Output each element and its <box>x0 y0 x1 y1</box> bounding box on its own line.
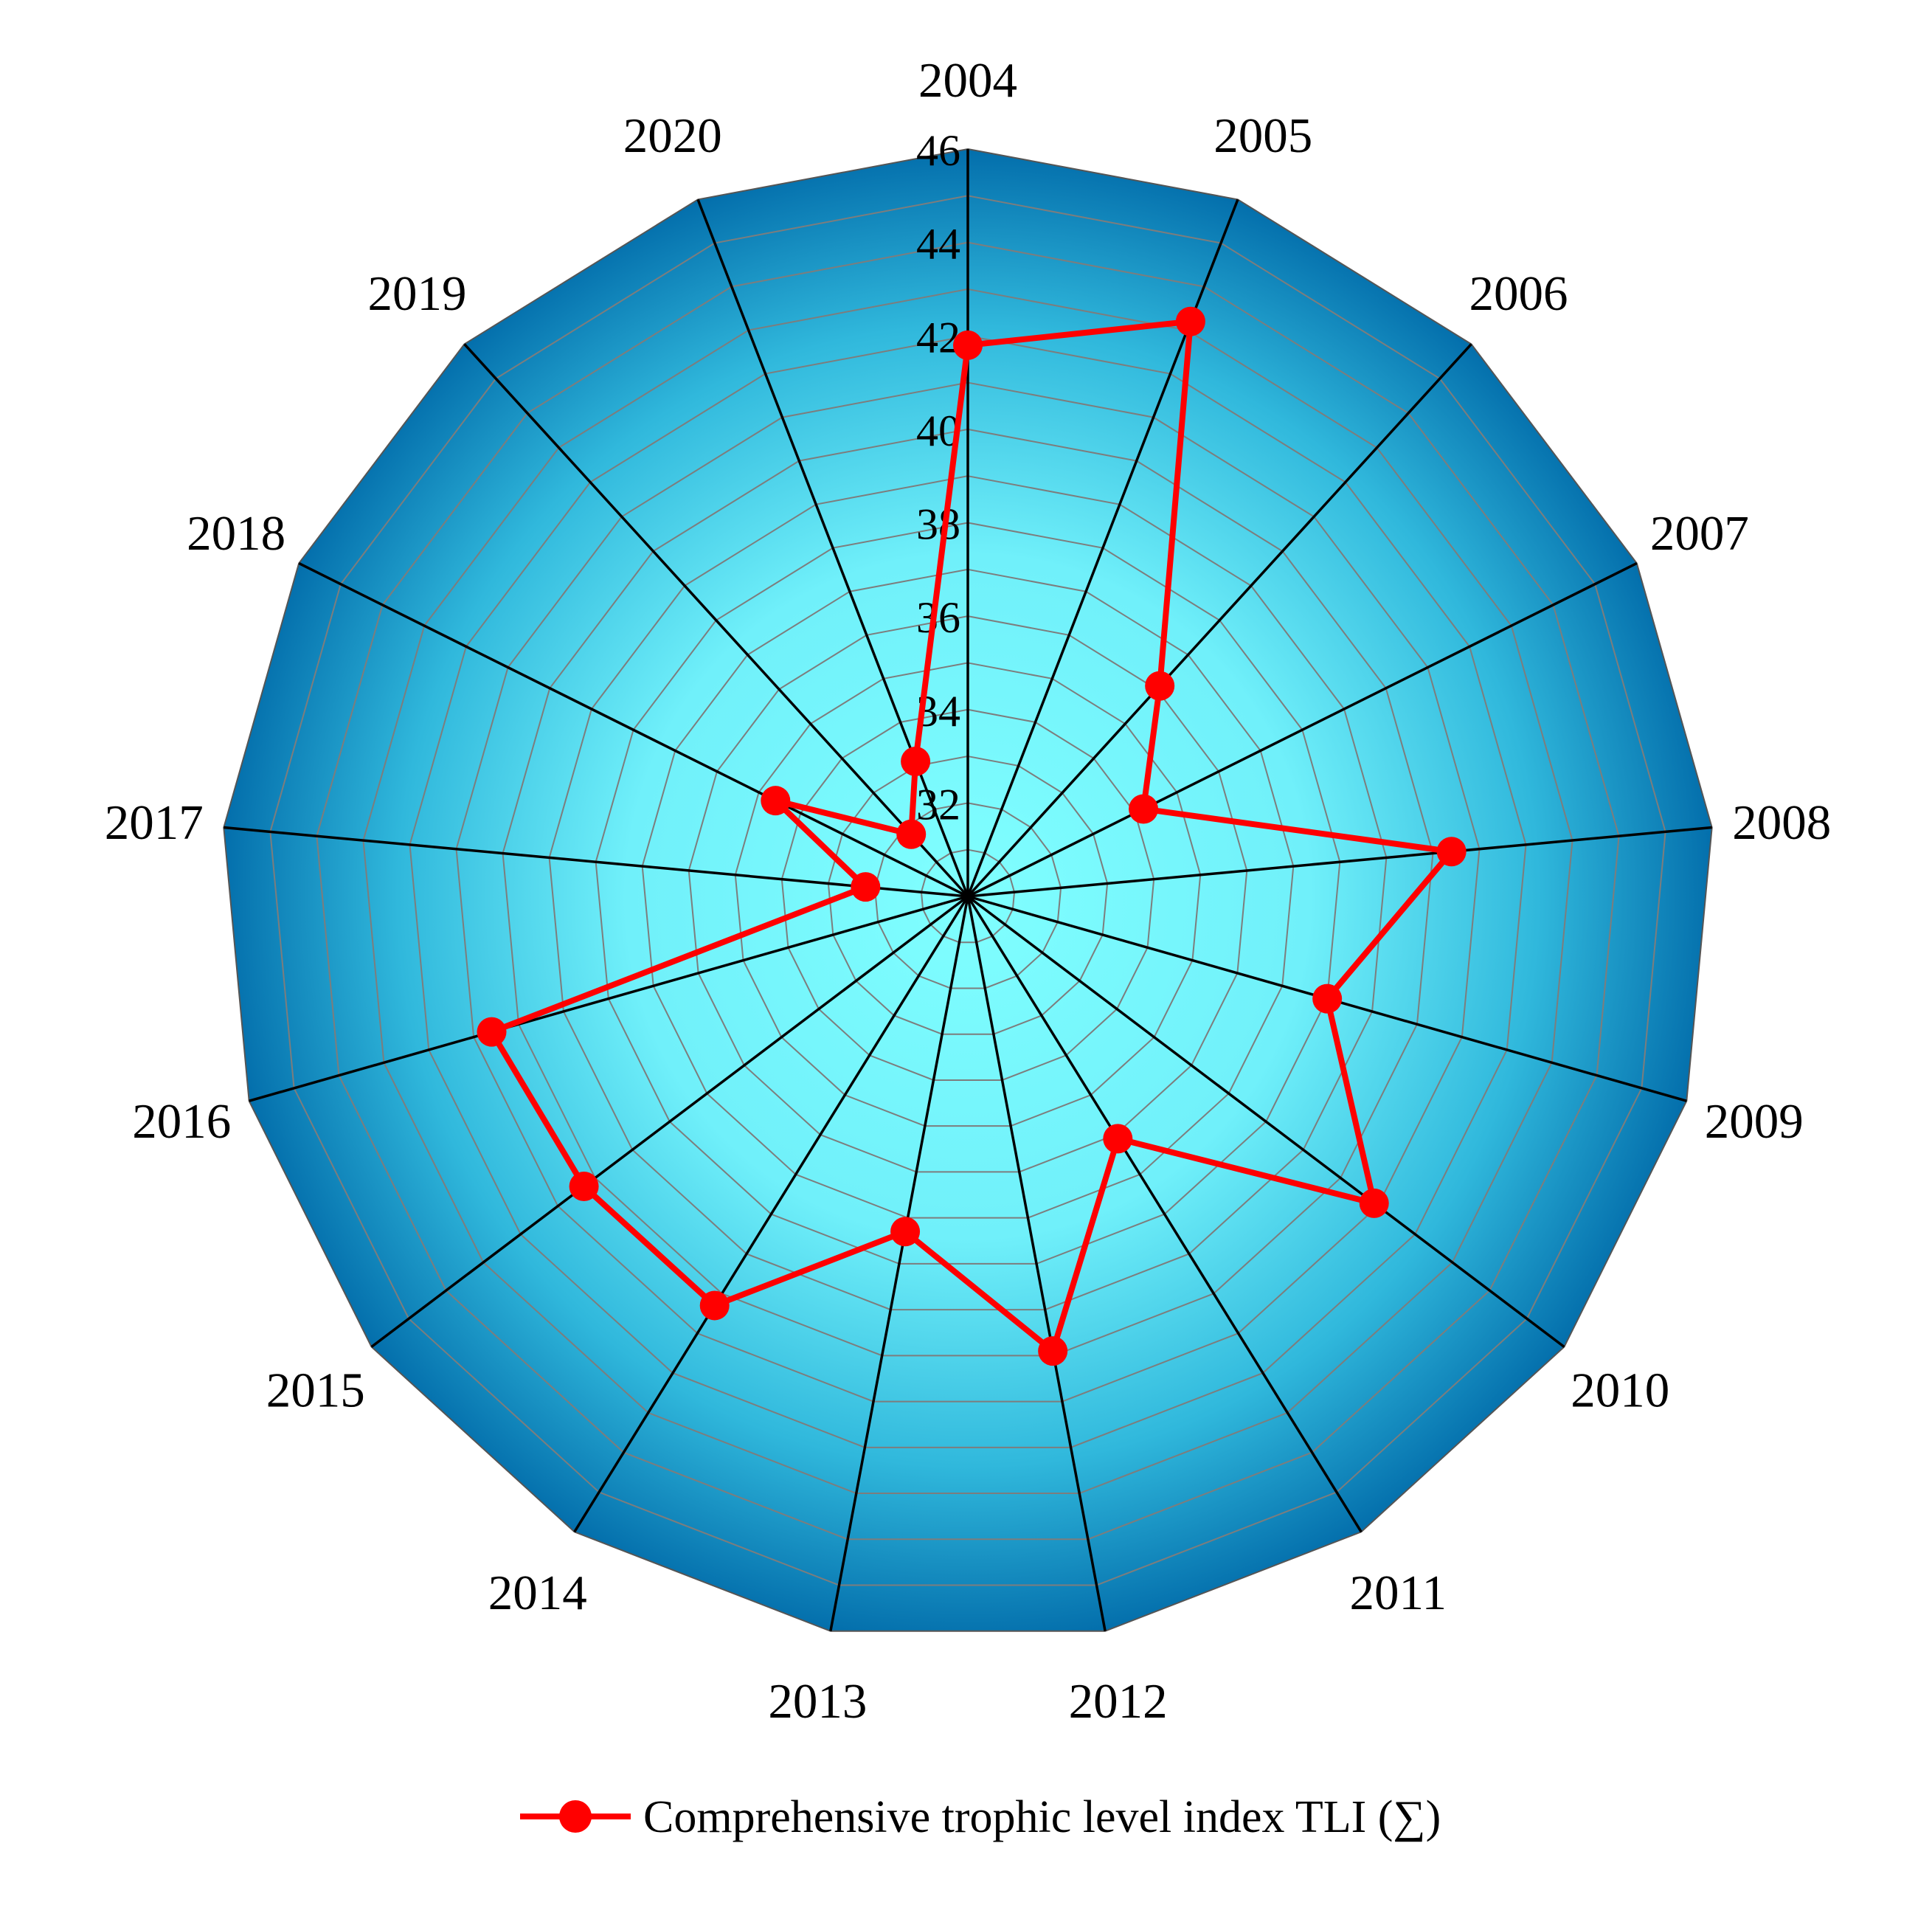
category-label-2009: 2009 <box>1705 1094 1804 1149</box>
spoke-2011 <box>966 896 1363 1533</box>
grid-ring <box>316 241 1620 1541</box>
data-point-2013 <box>890 1217 921 1247</box>
category-label-2005: 2005 <box>1213 108 1312 163</box>
grid-ring <box>269 195 1666 1586</box>
data-point-2007 <box>1129 794 1159 824</box>
category-label-2013: 2013 <box>768 1674 867 1729</box>
category-label-2006: 2006 <box>1469 266 1568 321</box>
category-label-2018: 2018 <box>187 506 285 561</box>
data-point-2014 <box>699 1290 730 1321</box>
grid-ring <box>409 335 1527 1448</box>
data-point-2016 <box>477 1017 507 1047</box>
data-point-2015 <box>569 1171 599 1201</box>
series-line <box>488 318 1455 1355</box>
data-point-2018 <box>761 786 791 816</box>
tick-label: 42 <box>916 313 960 362</box>
category-label-2015: 2015 <box>266 1363 365 1418</box>
spoke-2007 <box>967 561 1638 898</box>
data-point-2005 <box>1175 306 1205 336</box>
grid-ring <box>595 522 1341 1265</box>
spoke-2018 <box>298 561 969 898</box>
category-label-2004: 2004 <box>918 53 1017 108</box>
data-point-2006 <box>1145 671 1175 701</box>
data-point-2019 <box>896 819 927 849</box>
radar-spokes <box>224 149 1712 1632</box>
grid-ring <box>502 428 1434 1357</box>
category-label-2016: 2016 <box>132 1094 231 1149</box>
data-point-2010 <box>1359 1188 1389 1218</box>
grid-ring <box>362 288 1573 1495</box>
category-label-2007: 2007 <box>1650 506 1749 561</box>
tick-label: 44 <box>916 220 960 269</box>
spoke-2008 <box>967 826 1712 898</box>
grid-ring <box>548 475 1388 1311</box>
spoke-2020 <box>696 198 969 897</box>
grid-ring <box>827 756 1109 1035</box>
grid-ring <box>455 381 1481 1403</box>
spoke-2019 <box>463 343 969 898</box>
data-point-2004 <box>953 330 983 360</box>
data-point-2012 <box>1038 1336 1068 1366</box>
grid-ring <box>734 662 1202 1127</box>
legend-marker <box>559 1800 592 1833</box>
radar-grid <box>269 195 1666 1586</box>
category-label-2020: 2020 <box>623 108 722 163</box>
grid-ring <box>920 848 1016 944</box>
tick-label: 46 <box>916 126 960 175</box>
category-label-2019: 2019 <box>368 266 467 321</box>
category-label-2017: 2017 <box>105 795 204 850</box>
spoke-2015 <box>370 895 969 1348</box>
category-label-2010: 2010 <box>1571 1363 1669 1418</box>
tick-label: 32 <box>916 780 960 829</box>
category-label-2011: 2011 <box>1350 1566 1447 1620</box>
spoke-2012 <box>966 896 1107 1632</box>
spoke-2006 <box>966 343 1472 898</box>
category-labels: 2004 2005 2006 2007 2008 2009 2010 2011 2012 2013… <box>105 53 1832 1729</box>
category-label-2012: 2012 <box>1069 1674 1168 1729</box>
legend: Comprehensive trophic level index TLI (∑… <box>520 1792 1441 1842</box>
category-label-2008: 2008 <box>1732 795 1831 850</box>
data-point-2020 <box>901 746 931 776</box>
legend-label: Comprehensive trophic level index TLI (∑… <box>643 1792 1441 1842</box>
spoke-2014 <box>573 896 969 1533</box>
grid-ring <box>780 708 1155 1081</box>
series-group <box>477 306 1467 1366</box>
spoke-2017 <box>224 826 969 898</box>
data-point-2008 <box>1436 837 1467 867</box>
spoke-2010 <box>966 895 1565 1348</box>
grid-ring <box>688 615 1248 1173</box>
grid-ring <box>873 802 1062 989</box>
spoke-2013 <box>829 896 969 1632</box>
category-label-2014: 2014 <box>488 1566 587 1620</box>
data-point-2009 <box>1312 983 1343 1014</box>
spoke-2016 <box>249 895 969 1102</box>
grid-ring <box>641 568 1295 1219</box>
data-point-2011 <box>1103 1124 1133 1154</box>
data-point-2017 <box>851 872 881 902</box>
tick-label: 38 <box>916 500 960 549</box>
